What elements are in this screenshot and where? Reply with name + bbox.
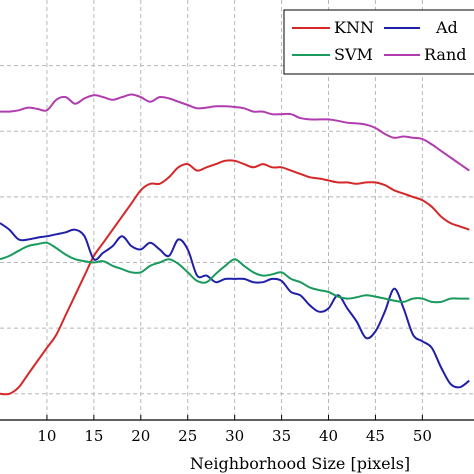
legend-label-adaboost: Ad <box>435 18 458 37</box>
x-tick-label: 20 <box>131 427 150 445</box>
series-line-svm <box>0 241 470 304</box>
x-tick-label: 40 <box>319 427 338 445</box>
legend-label-knn: KNN <box>334 18 374 37</box>
x-tick-label: 30 <box>225 427 244 445</box>
x-tick-label: 45 <box>366 427 385 445</box>
x-axis-label: Neighborhood Size [pixels] <box>190 454 410 473</box>
series-line-randomforest <box>0 93 470 172</box>
x-tick-label: 10 <box>37 427 56 445</box>
series-line-knn <box>0 159 470 396</box>
axes <box>0 415 474 421</box>
x-tick-label: 35 <box>272 427 291 445</box>
legend-box <box>283 9 474 75</box>
x-tick-labels: 10 15 20 25 30 35 40 45 50 <box>37 427 432 445</box>
legend: KNN Ad SVM Rand <box>283 9 474 75</box>
legend-label-randomforest: Rand <box>424 45 467 64</box>
x-tick-label: 15 <box>84 427 103 445</box>
x-tick-label: 50 <box>413 427 432 445</box>
series-lines <box>0 93 470 396</box>
legend-label-svm: SVM <box>334 45 373 64</box>
series-line-adaboost <box>0 222 470 389</box>
x-tick-label: 25 <box>178 427 197 445</box>
